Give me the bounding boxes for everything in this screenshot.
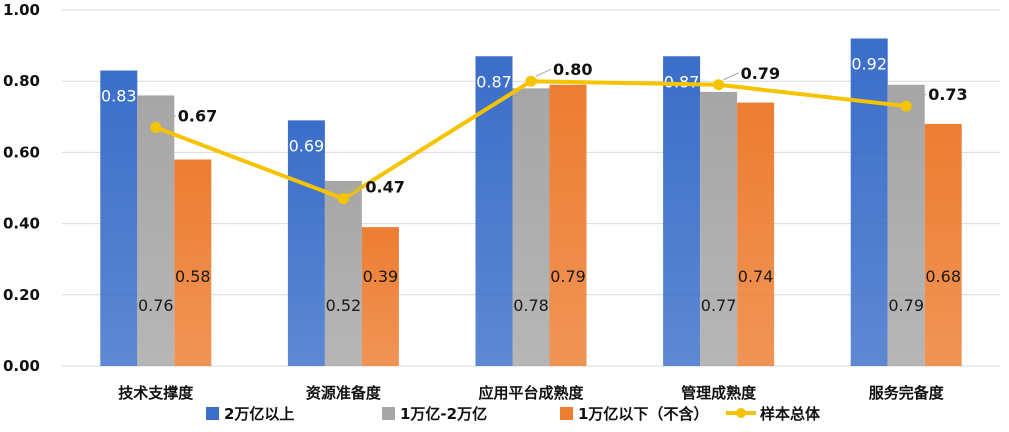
bar-data-label: 0.87 — [664, 72, 700, 91]
line-data-label: 0.79 — [741, 64, 780, 83]
label-leader — [723, 72, 739, 81]
bar — [287, 120, 325, 366]
y-tick-label: 1.00 — [3, 1, 40, 19]
bar-data-label: 0.83 — [101, 87, 137, 106]
legend-label: 2万亿以上 — [224, 405, 294, 423]
bar-data-label: 0.78 — [513, 296, 549, 315]
bar — [887, 84, 925, 366]
bar — [361, 227, 399, 366]
bar — [850, 38, 888, 366]
x-axis-ticks: 技术支撑度 资源准备度 应用平台成熟度 管理成熟度 服务完备度 — [118, 384, 944, 402]
x-tick-label: 技术支撑度 — [118, 384, 194, 402]
legend-swatch — [560, 407, 573, 420]
y-axis-ticks: 0.00 0.20 0.40 0.60 0.80 1.00 — [3, 1, 40, 375]
bar-data-label: 0.68 — [925, 267, 961, 286]
line-marker — [337, 193, 349, 205]
bar-data-label: 0.79 — [550, 267, 586, 286]
label-leader — [910, 93, 927, 102]
line-marker — [713, 79, 725, 91]
bar — [324, 180, 362, 366]
y-tick-label: 0.40 — [3, 215, 40, 233]
line-data-label: 0.47 — [365, 178, 404, 197]
bar-data-label: 0.69 — [289, 136, 325, 155]
legend-swatch — [382, 407, 395, 420]
bar-data-label: 0.92 — [851, 54, 887, 73]
bars: 0.830.760.580.690.520.390.870.780.790.87… — [100, 38, 962, 367]
legend: 2万亿以上 1万亿-2万亿 1万亿以下（不含） 样本总体 — [206, 405, 821, 423]
bar-data-label: 0.58 — [175, 267, 211, 286]
bar — [663, 56, 701, 366]
total-line: 0.67 0.47 0.80 0.79 0.73 — [150, 60, 968, 205]
bar — [100, 70, 138, 367]
x-tick-label: 资源准备度 — [306, 384, 382, 402]
y-tick-label: 0.60 — [3, 143, 40, 161]
label-leader — [160, 115, 177, 123]
y-tick-label: 0.00 — [3, 357, 40, 375]
x-tick-label: 管理成熟度 — [681, 384, 757, 402]
x-tick-label: 应用平台成熟度 — [478, 384, 584, 402]
bar — [174, 159, 212, 366]
label-leader — [535, 68, 552, 77]
line-data-label: 0.67 — [178, 106, 217, 125]
bar — [737, 102, 775, 366]
bar-data-label: 0.79 — [888, 296, 924, 315]
bar — [924, 123, 962, 366]
bar-data-label: 0.76 — [138, 296, 174, 315]
bar — [549, 84, 587, 366]
legend-label: 样本总体 — [760, 405, 821, 423]
legend-swatch — [206, 407, 219, 420]
bar-data-label: 0.39 — [363, 267, 399, 286]
y-tick-label: 0.80 — [3, 72, 40, 90]
bar-data-label: 0.87 — [476, 72, 512, 91]
line-data-label: 0.80 — [553, 60, 592, 79]
bar-data-label: 0.52 — [326, 296, 362, 315]
legend-label: 1万亿以下（不含） — [578, 405, 708, 423]
line-data-label: 0.73 — [928, 85, 967, 104]
bar — [700, 91, 738, 366]
bar-data-label: 0.74 — [738, 267, 774, 286]
bar — [475, 56, 513, 366]
legend-marker — [736, 408, 746, 418]
line-marker — [150, 121, 162, 133]
bar-data-label: 0.77 — [701, 296, 737, 315]
line-marker — [525, 75, 537, 87]
x-tick-label: 服务完备度 — [869, 384, 945, 402]
line-marker — [900, 100, 912, 112]
label-leader — [348, 186, 364, 195]
bar — [512, 88, 550, 366]
legend-label: 1万亿-2万亿 — [400, 405, 487, 423]
y-tick-label: 0.20 — [3, 286, 40, 304]
bar — [137, 95, 175, 366]
